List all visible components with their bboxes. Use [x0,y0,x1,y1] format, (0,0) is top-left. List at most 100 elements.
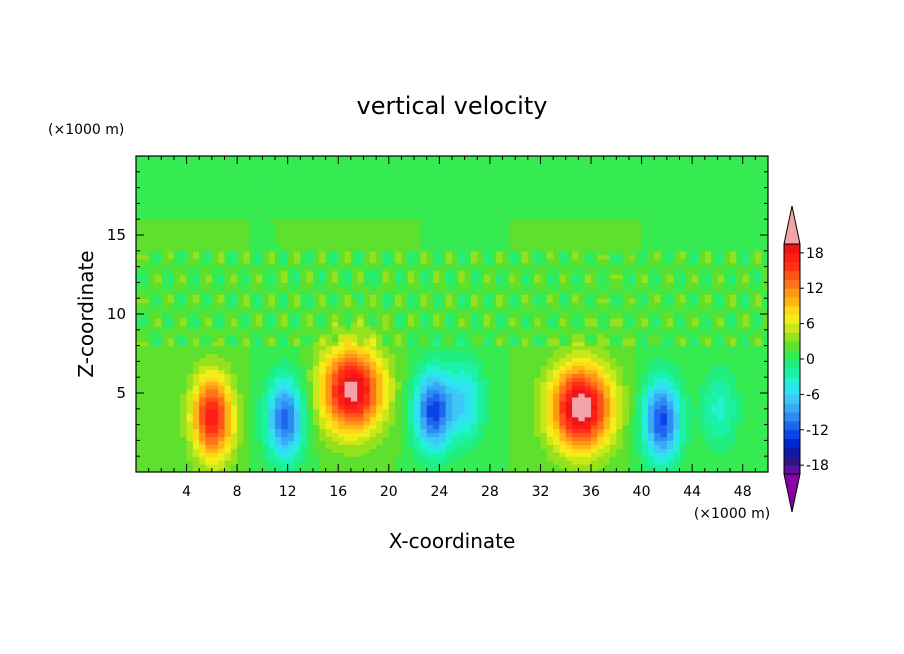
field-cell [527,452,535,457]
field-cell [426,396,434,402]
field-cell [452,440,459,445]
field-cell [218,333,226,339]
field-cell [363,377,371,382]
field-cell [414,314,421,319]
field-cell [420,337,428,343]
field-cell [180,468,188,472]
field-cell [300,456,308,461]
field-cell [243,349,251,355]
field-cell [515,156,523,161]
field-cell [363,357,371,362]
field-cell [306,266,314,272]
field-cell [142,163,150,169]
field-cell [211,175,219,181]
field-cell [369,349,377,355]
field-cell [439,254,447,260]
field-cell [294,377,301,382]
field-cell [180,195,188,201]
field-cell [312,325,320,331]
field-cell [439,159,447,165]
field-cell [249,468,257,472]
field-cell [287,345,295,351]
field-cell [382,179,390,185]
field-cell [458,448,466,453]
field-cell [192,329,200,335]
field-cell [275,219,282,224]
field-cell [136,211,143,216]
field-cell [414,302,421,307]
field-cell [458,191,466,197]
field-cell [414,337,421,343]
field-cell [433,175,440,181]
field-cell [218,278,226,283]
field-cell [218,456,226,461]
field-cell [357,424,365,430]
field-cell [483,231,491,236]
field-cell [218,302,226,307]
field-cell [382,159,390,165]
field-cell [306,428,314,434]
field-cell [496,325,504,331]
field-cell [388,156,396,161]
field-cell [281,274,289,280]
field-cell [173,223,181,228]
field-cell [205,452,213,457]
field-cell [256,365,263,370]
field-cell [300,219,308,224]
field-cell [249,250,257,256]
field-cell [433,444,440,449]
field-cell [489,246,497,252]
field-cell [142,412,150,418]
field-cell [376,219,384,224]
field-cell [306,448,314,453]
field-cell [211,219,219,224]
field-cell [306,219,314,224]
field-cell [275,215,282,220]
field-cell [192,349,200,355]
field-cell [452,432,459,438]
field-cell [382,412,390,418]
field-cell [515,298,523,303]
field-cell [382,317,390,323]
field-cell [243,282,251,287]
field-cell [224,167,232,173]
field-cell [319,412,327,418]
field-cell [218,432,226,438]
field-cell [407,440,415,445]
field-cell [483,393,491,398]
field-cell [464,179,472,185]
field-cell [161,381,169,386]
field-cell [508,235,516,240]
field-cell [186,440,194,445]
field-cell [300,317,308,323]
field-cell [357,321,365,327]
field-cell [515,203,523,208]
field-cell [154,159,162,165]
field-cell [294,278,301,283]
field-cell [325,274,333,280]
field-cell [136,416,143,422]
field-cell [262,179,270,185]
field-cell [173,286,181,291]
field-cell [376,353,384,359]
field-cell [268,369,276,374]
field-cell [502,329,510,335]
field-cell [508,175,516,181]
field-cell [192,444,200,449]
field-cell [376,456,384,461]
field-cell [211,420,219,426]
field-cell [376,424,384,430]
field-cell [483,298,491,303]
field-cell [464,286,472,291]
field-cell [344,215,352,220]
field-cell [470,325,478,331]
field-cell [230,294,238,299]
field-cell [180,294,188,299]
field-cell [382,187,390,193]
field-cell [483,270,491,276]
field-cell [376,191,384,197]
field-cell [249,227,257,232]
field-cell [173,464,181,469]
field-cell [294,179,301,185]
field-cell [376,235,384,240]
